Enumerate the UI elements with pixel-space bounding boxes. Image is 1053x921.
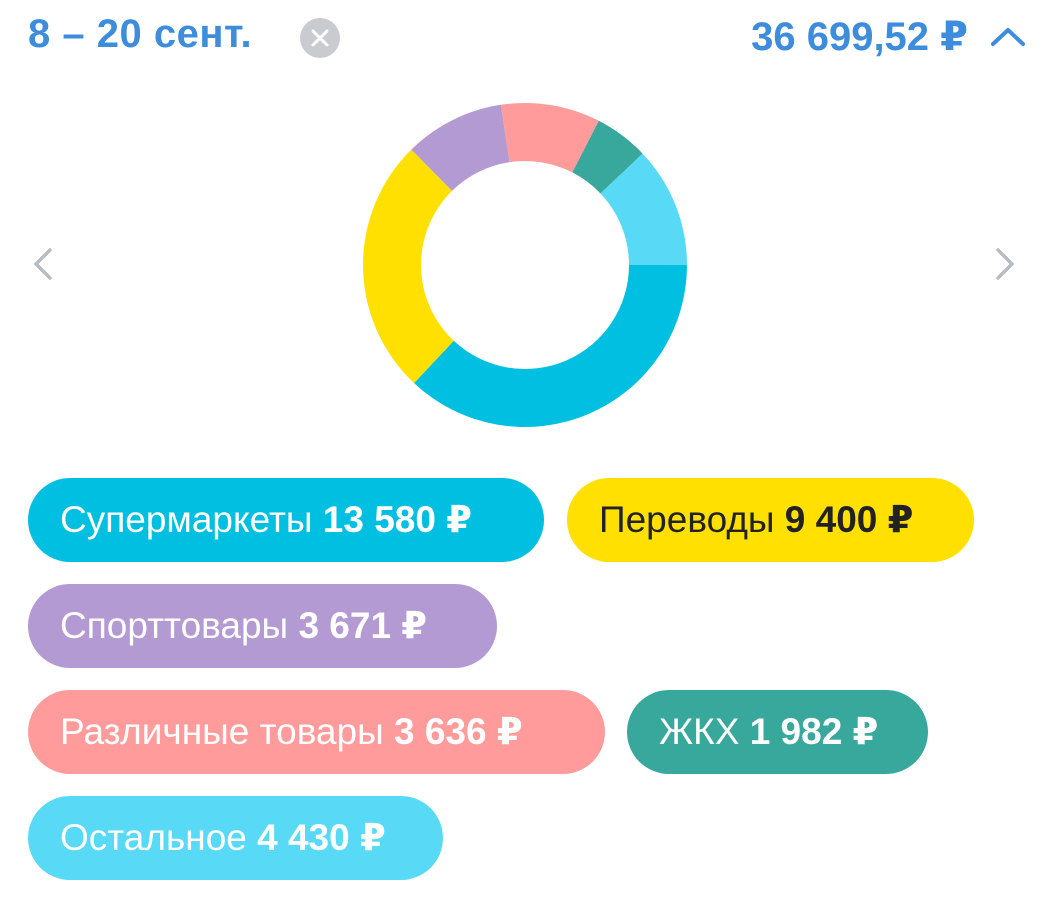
clear-period-button[interactable] bbox=[300, 18, 340, 58]
chip-label: Остальное bbox=[60, 817, 247, 858]
donut-slice-transfers bbox=[363, 149, 454, 384]
chip-amount: 13 580 ₽ bbox=[322, 499, 472, 540]
chip-various-goods[interactable]: Различные товары 3 636 ₽ bbox=[28, 690, 605, 774]
chip-amount: 4 430 ₽ bbox=[257, 817, 386, 858]
chip-amount: 9 400 ₽ bbox=[784, 499, 914, 540]
donut-slice-sport-goods bbox=[411, 104, 510, 191]
donut-slice-utilities bbox=[572, 120, 643, 194]
chip-utilities[interactable]: ЖКХ 1 982 ₽ bbox=[627, 690, 928, 774]
chevron-up-icon bbox=[991, 28, 1025, 46]
header: 8 – 20 сент. 36 699,52 ₽ bbox=[0, 0, 1053, 80]
chip-label: Различные товары bbox=[60, 711, 384, 752]
donut-chart bbox=[363, 103, 687, 427]
chip-amount: 3 671 ₽ bbox=[298, 605, 428, 646]
chip-other[interactable]: Остальное 4 430 ₽ bbox=[28, 796, 443, 880]
donut-slice-supermarkets bbox=[414, 265, 687, 427]
next-period-button[interactable] bbox=[990, 244, 1020, 284]
close-icon bbox=[311, 29, 329, 47]
period-label[interactable]: 8 – 20 сент. bbox=[28, 12, 253, 56]
chip-label: Переводы bbox=[599, 499, 775, 540]
chip-label: Спорттовары bbox=[60, 605, 289, 646]
prev-period-button[interactable] bbox=[28, 244, 58, 284]
chip-supermarkets[interactable]: Супермаркеты 13 580 ₽ bbox=[28, 478, 544, 562]
total-amount: 36 699,52 ₽ bbox=[751, 15, 968, 59]
chevron-left-icon bbox=[34, 248, 52, 280]
chip-amount: 3 636 ₽ bbox=[393, 711, 523, 752]
chevron-right-icon bbox=[996, 248, 1014, 280]
chip-transfers[interactable]: Переводы 9 400 ₽ bbox=[567, 478, 974, 562]
chip-sport-goods[interactable]: Спорттовары 3 671 ₽ bbox=[28, 584, 497, 668]
chip-label: ЖКХ bbox=[659, 711, 740, 752]
collapse-button[interactable] bbox=[988, 22, 1028, 52]
chip-label: Супермаркеты bbox=[60, 499, 313, 540]
donut-slice-various-goods bbox=[500, 103, 599, 173]
chip-amount: 1 982 ₽ bbox=[749, 711, 879, 752]
donut-slice-other bbox=[600, 153, 687, 265]
